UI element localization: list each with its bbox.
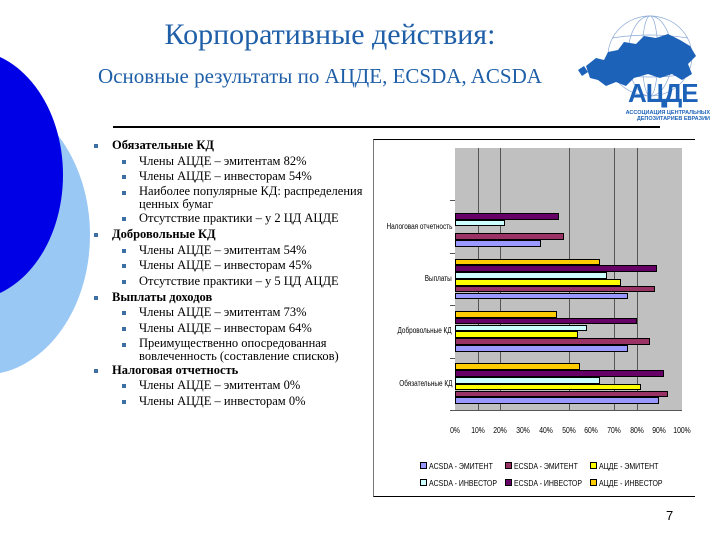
- bar-4-3: [455, 213, 560, 220]
- bar-4-0: [455, 370, 664, 377]
- bar-5-2: [455, 258, 601, 266]
- bar-2-2: [455, 279, 621, 286]
- legend-label: ECSDA - ЭМИТЕНТ: [514, 460, 578, 471]
- legend-swatch: [505, 479, 512, 486]
- x-tick-label: 100%: [673, 425, 691, 435]
- legend-item: ACSDA - ИНВЕСТОР: [420, 478, 499, 488]
- globe-map-logo-icon: [578, 15, 696, 97]
- x-tick-label: 90%: [652, 425, 667, 435]
- legend-item: АЦДЕ - ЭМИТЕНТ: [590, 461, 669, 471]
- category-tick: [450, 200, 455, 202]
- bullet-item: Члены АЦДЕ – эмитентам 73%: [92, 305, 382, 321]
- page-number: 7: [666, 508, 674, 523]
- x-tick-label: 40%: [538, 425, 553, 435]
- bar-4-1: [455, 317, 637, 325]
- bullet-heading: Добровольные КД: [92, 227, 382, 243]
- legend-label: ACSDA - ИНВЕСТОР: [429, 477, 497, 488]
- logo-acde-text: АЦДЕ: [628, 78, 699, 108]
- bar-0-1: [455, 345, 628, 352]
- bar-1-1: [455, 338, 651, 345]
- category-label: Добровольные КД: [397, 326, 452, 336]
- bar-2-1: [455, 331, 578, 338]
- bullet-heading: Выплаты доходов: [92, 290, 382, 306]
- bullet-item: Члены АЦДЕ – эмитентам 82%: [92, 154, 382, 170]
- legend-item: ACSDA - ЭМИТЕНТ: [420, 461, 499, 471]
- x-axis-line: [450, 410, 682, 411]
- x-tick-label: 70%: [607, 425, 621, 435]
- legend-swatch: [420, 462, 427, 469]
- slide-subtitle: Основные результаты по АЦДЕ, ECSDA, ACSD…: [98, 64, 542, 88]
- bar-1-3: [455, 233, 564, 240]
- x-tick-label: 60%: [584, 425, 598, 435]
- bar-1-2: [455, 285, 655, 293]
- bullet-item: Члены АЦДЕ – инвесторам 0%: [92, 394, 382, 410]
- x-tick-label: 20%: [493, 425, 508, 435]
- legend-label: ECSDA - ИНВЕСТОР: [514, 477, 582, 488]
- bullet-item: Члены АЦДЕ – инвесторам 54%: [92, 169, 382, 185]
- logo-subtitle: АССОЦИАЦИЯ ЦЕНТРАЛЬНЫХ ДЕПОЗИТАРИЕВ ЕВРА…: [625, 110, 710, 122]
- bullet-heading: Налоговая отчетность: [92, 363, 382, 379]
- bar-2-0: [455, 383, 642, 391]
- x-tick-label: 0%: [450, 425, 460, 435]
- bar-3-1: [455, 324, 587, 332]
- x-tick-label: 50%: [561, 425, 576, 435]
- bullet-item: Отсутствие практики – у 5 ЦД АЦДЕ: [92, 274, 382, 290]
- legend-label: АЦДЕ - ЭМИТЕНТ: [599, 460, 659, 471]
- bar-3-2: [455, 272, 608, 279]
- legend-label: АЦДЕ - ИНВЕСТОР: [599, 477, 663, 488]
- legend-label: ACSDA - ЭМИТЕНТ: [429, 460, 493, 471]
- chart-legend: ACSDA - ЭМИТЕНТ ECSDA - ЭМИТЕНТ АЦДЕ - ЭМИ…: [420, 457, 669, 491]
- bar-4-2: [455, 265, 658, 272]
- bullet-item: Преимущественно опосредованная вовлеченн…: [92, 336, 382, 363]
- chart-frame: [373, 139, 695, 497]
- bullet-item: Наиболее популярные КД: распределения це…: [92, 185, 382, 211]
- bar-5-0: [455, 363, 580, 370]
- bullet-item: Члены АЦДЕ – эмитентам 0%: [92, 378, 382, 394]
- legend-item: ECSDA - ИНВЕСТОР: [505, 478, 584, 488]
- legend-item: АЦДЕ - ИНВЕСТОР: [590, 478, 669, 488]
- category-tick: [450, 305, 455, 307]
- chart-plot-area: [455, 148, 682, 410]
- legend-item: ECSDA - ЭМИТЕНТ: [505, 461, 584, 471]
- legend-swatch: [590, 462, 597, 469]
- category-tick: [450, 252, 455, 254]
- bar-3-3: [455, 219, 505, 227]
- bar-5-1: [455, 311, 558, 318]
- bar-3-0: [455, 377, 601, 384]
- category-label: Налоговая отчетность: [386, 221, 452, 231]
- legend-swatch: [590, 479, 597, 486]
- slide-title: Корпоративные действия:: [164, 18, 496, 51]
- gridline: [636, 148, 638, 410]
- bar-0-2: [455, 292, 628, 300]
- title-divider: [113, 126, 660, 128]
- category-label: Выплаты: [424, 274, 452, 283]
- category-tick: [450, 357, 455, 359]
- x-tick-label: 80%: [629, 425, 644, 435]
- bullet-item: Члены АЦДЕ – эмитентам 54%: [92, 243, 382, 259]
- bar-1-0: [455, 390, 669, 398]
- x-tick-label: 10%: [470, 425, 485, 435]
- bullet-item: Члены АЦДЕ – инвесторам 45%: [92, 258, 382, 274]
- bullet-item: Отсутствие практики – у 2 ЦД АЦДЕ: [92, 211, 382, 227]
- x-tick-label: 30%: [516, 425, 530, 435]
- category-label: Обязательные КД: [398, 378, 452, 388]
- bullet-list: Обязательные КД Члены АЦДЕ – эмитентам 8…: [92, 138, 382, 410]
- bar-0-0: [455, 397, 660, 404]
- legend-swatch: [420, 479, 427, 486]
- legend-swatch: [505, 462, 512, 469]
- bullet-heading: Обязательные КД: [92, 138, 382, 154]
- bullet-item: Члены АЦДЕ – инвесторам 64%: [92, 321, 382, 337]
- bar-0-3: [455, 240, 542, 247]
